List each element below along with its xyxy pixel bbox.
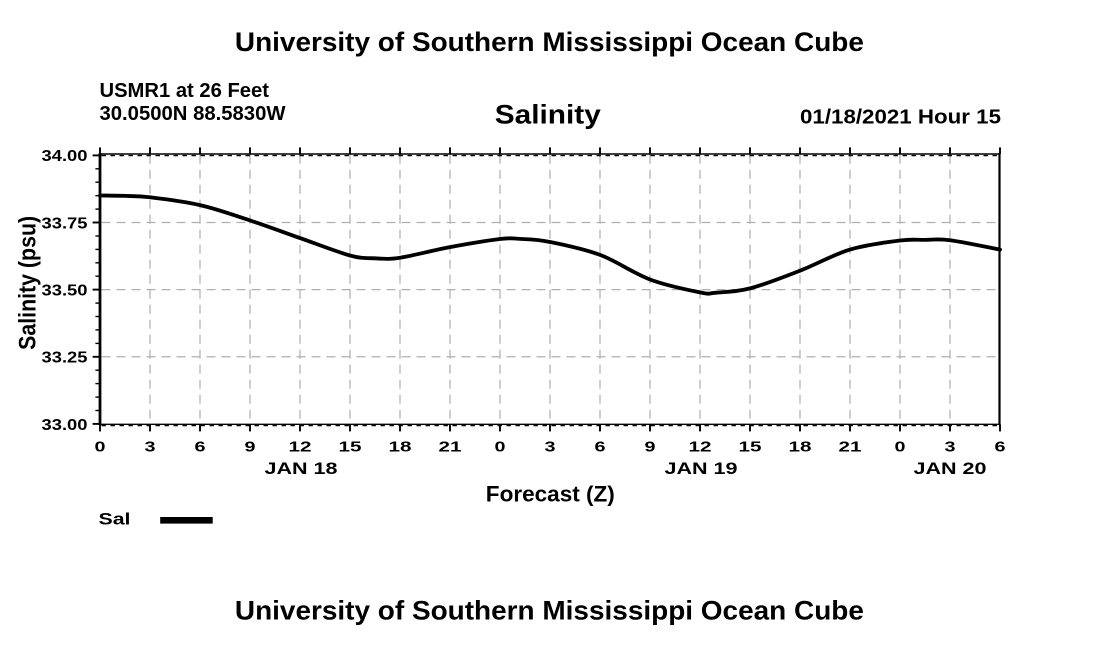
svg-text:9: 9 bbox=[245, 439, 256, 455]
svg-text:3: 3 bbox=[545, 439, 556, 455]
svg-text:Forecast (Z): Forecast (Z) bbox=[486, 481, 615, 506]
svg-text:18: 18 bbox=[389, 439, 412, 455]
svg-text:Sal: Sal bbox=[99, 510, 131, 529]
svg-text:9: 9 bbox=[645, 439, 656, 455]
svg-text:JAN 20: JAN 20 bbox=[914, 460, 987, 478]
svg-text:University of Southern Mississ: University of Southern Mississippi Ocean… bbox=[235, 27, 864, 57]
svg-text:34.00: 34.00 bbox=[42, 148, 88, 165]
svg-text:3: 3 bbox=[945, 439, 956, 455]
svg-text:21: 21 bbox=[839, 439, 862, 455]
svg-text:Salinity (psu): Salinity (psu) bbox=[15, 216, 42, 350]
svg-text:21: 21 bbox=[439, 439, 462, 455]
svg-text:Salinity: Salinity bbox=[495, 100, 601, 130]
svg-text:15: 15 bbox=[339, 439, 362, 455]
svg-text:33.00: 33.00 bbox=[42, 417, 88, 434]
svg-text:USMR1 at 26 Feet: USMR1 at 26 Feet bbox=[100, 79, 270, 102]
svg-text:6: 6 bbox=[595, 439, 606, 455]
svg-text:0: 0 bbox=[495, 439, 506, 455]
svg-text:01/18/2021 Hour 15: 01/18/2021 Hour 15 bbox=[800, 106, 1001, 129]
svg-text:University of Southern Mississ: University of Southern Mississippi Ocean… bbox=[235, 595, 864, 625]
svg-text:12: 12 bbox=[289, 439, 312, 455]
svg-text:30.0500N 88.5830W: 30.0500N 88.5830W bbox=[100, 102, 287, 125]
svg-text:3: 3 bbox=[145, 439, 156, 455]
svg-text:6: 6 bbox=[195, 439, 206, 455]
svg-text:6: 6 bbox=[995, 439, 1006, 455]
svg-text:0: 0 bbox=[895, 439, 906, 455]
svg-text:12: 12 bbox=[689, 439, 712, 455]
svg-text:JAN 18: JAN 18 bbox=[265, 460, 338, 478]
svg-text:33.50: 33.50 bbox=[42, 283, 88, 300]
svg-text:15: 15 bbox=[739, 439, 762, 455]
svg-text:0: 0 bbox=[95, 439, 106, 455]
svg-text:33.75: 33.75 bbox=[42, 215, 88, 232]
svg-text:18: 18 bbox=[789, 439, 812, 455]
svg-text:JAN 19: JAN 19 bbox=[665, 460, 738, 478]
svg-text:33.25: 33.25 bbox=[42, 350, 88, 367]
